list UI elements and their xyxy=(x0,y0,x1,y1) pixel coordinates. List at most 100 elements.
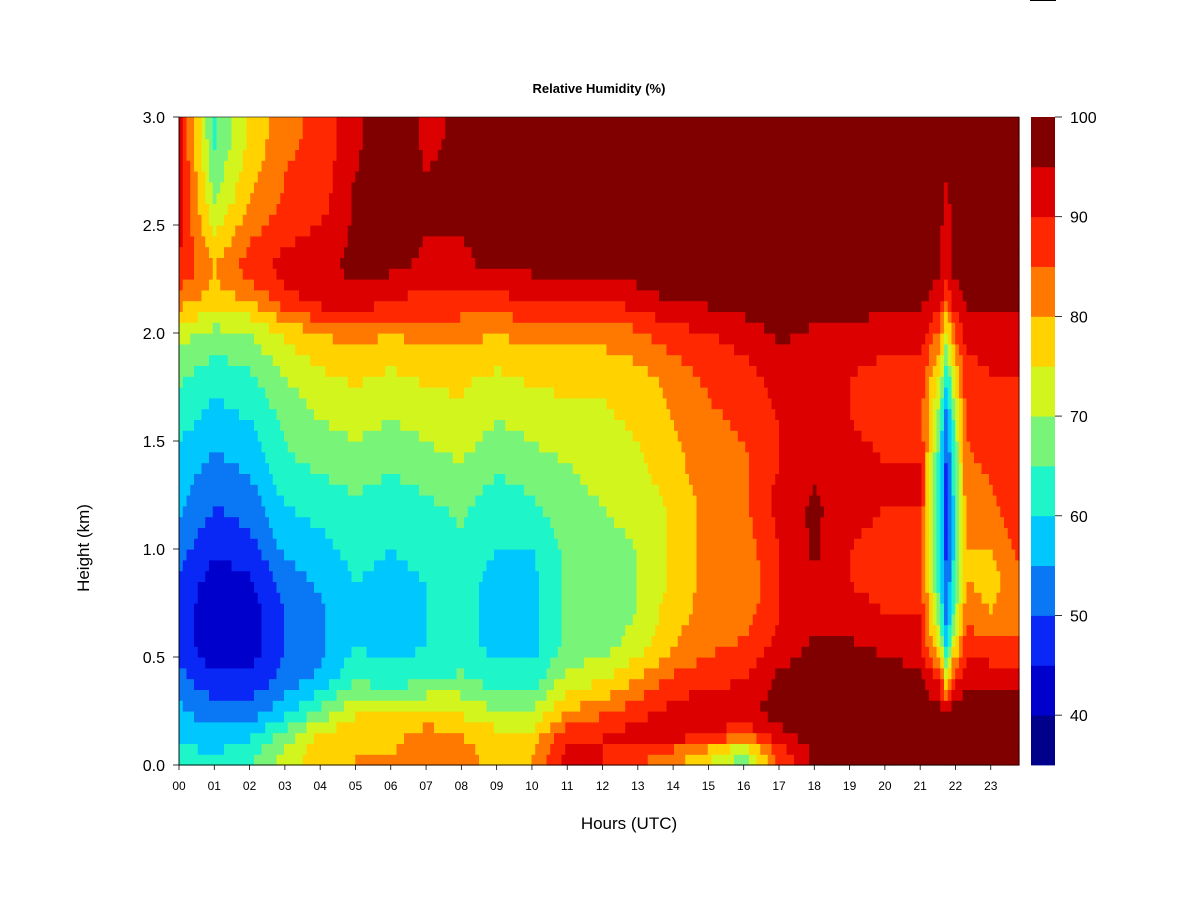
heatmap-cell xyxy=(190,397,195,410)
heatmap-cell xyxy=(392,603,398,615)
heatmap-cell xyxy=(400,603,405,615)
heatmap-cell xyxy=(437,365,443,377)
heatmap-cell xyxy=(254,516,259,528)
heatmap-cell xyxy=(284,441,289,453)
heatmap-cell xyxy=(179,473,184,485)
heatmap-cell xyxy=(426,397,431,410)
heatmap-cell xyxy=(186,268,191,280)
heatmap-cell xyxy=(227,462,233,474)
heatmap-cell xyxy=(482,495,488,507)
heatmap-cell xyxy=(302,397,308,410)
heatmap-cell xyxy=(254,549,259,561)
heatmap-cell xyxy=(400,354,405,366)
heatmap-cell xyxy=(265,613,270,626)
heatmap-cell xyxy=(460,322,465,334)
heatmap-cell xyxy=(272,117,278,129)
heatmap-cell xyxy=(434,646,439,658)
heatmap-cell xyxy=(419,592,424,604)
heatmap-cell xyxy=(257,721,263,734)
heatmap-cell xyxy=(231,613,236,626)
heatmap-cell xyxy=(452,559,458,572)
heatmap-cell xyxy=(374,732,379,744)
heatmap-cell xyxy=(370,343,375,356)
heatmap-cell xyxy=(272,214,278,226)
heatmap-cell xyxy=(479,138,484,150)
heatmap-cell xyxy=(407,117,413,129)
heatmap-cell xyxy=(385,624,390,636)
heatmap-cell xyxy=(400,700,405,712)
heatmap-cell xyxy=(434,549,439,561)
heatmap-cell xyxy=(407,214,413,226)
heatmap-cell xyxy=(325,549,330,561)
heatmap-cell xyxy=(452,235,458,248)
heatmap-cell xyxy=(467,333,473,345)
heatmap-cell xyxy=(351,192,356,204)
heatmap-cell xyxy=(216,495,221,507)
heatmap-cell xyxy=(182,549,188,561)
heatmap-cell xyxy=(310,214,315,226)
heatmap-cell xyxy=(370,214,375,226)
heatmap-cell xyxy=(441,613,446,626)
heatmap-cell xyxy=(374,462,379,474)
heatmap-cell xyxy=(242,376,248,388)
heatmap-cell xyxy=(182,203,188,215)
heatmap-cell xyxy=(362,613,368,626)
heatmap-cell xyxy=(366,700,371,712)
heatmap-cell xyxy=(422,387,428,399)
heatmap-cell xyxy=(404,408,409,420)
heatmap-cell xyxy=(261,419,266,431)
heatmap-cell xyxy=(479,408,484,420)
heatmap-cell xyxy=(212,257,218,269)
heatmap-cell xyxy=(239,408,244,420)
heatmap-cell xyxy=(374,181,379,194)
heatmap-cell xyxy=(415,279,420,291)
heatmap-cell xyxy=(456,181,461,194)
heatmap-cell xyxy=(276,354,281,366)
heatmap-cell xyxy=(441,160,446,172)
heatmap-cell xyxy=(400,721,405,734)
heatmap-cell xyxy=(182,667,188,680)
heatmap-cell xyxy=(355,408,360,420)
heatmap-cell xyxy=(242,484,248,496)
heatmap-cell xyxy=(182,343,188,356)
heatmap-cell xyxy=(276,214,281,226)
heatmap-cell xyxy=(317,495,323,507)
heatmap-cell xyxy=(299,311,304,323)
heatmap-cell xyxy=(276,117,281,129)
heatmap-cell xyxy=(359,343,364,356)
heatmap-cell xyxy=(201,613,206,626)
heatmap-cell xyxy=(486,451,491,464)
heatmap-cell xyxy=(355,549,360,561)
heatmap-cell xyxy=(340,624,345,636)
heatmap-cell xyxy=(362,495,368,507)
heatmap-cell xyxy=(239,646,244,658)
heatmap-cell xyxy=(261,451,266,464)
heatmap-cell xyxy=(235,246,240,258)
heatmap-cell xyxy=(460,225,465,237)
heatmap-cell xyxy=(197,257,203,269)
heatmap-cell xyxy=(400,451,405,464)
heatmap-cell xyxy=(257,441,263,453)
heatmap-cell xyxy=(456,646,461,658)
heatmap-cell xyxy=(452,624,458,636)
heatmap-cell xyxy=(482,592,488,604)
heatmap-cell xyxy=(452,743,458,755)
heatmap-cell xyxy=(340,203,345,215)
heatmap-cell xyxy=(182,635,188,647)
heatmap-cell xyxy=(227,203,233,215)
heatmap-cell xyxy=(224,559,229,572)
heatmap-cell xyxy=(287,603,293,615)
heatmap-cell xyxy=(479,441,484,453)
heatmap-cell xyxy=(445,646,450,658)
heatmap-cell xyxy=(306,203,311,215)
heatmap-cell xyxy=(179,365,184,377)
heatmap-cell xyxy=(227,333,233,345)
heatmap-cell xyxy=(314,700,319,712)
heatmap-cell xyxy=(246,678,251,690)
heatmap-cell xyxy=(227,711,233,723)
heatmap-cell xyxy=(299,408,304,420)
heatmap-cell xyxy=(389,549,394,561)
heatmap-cell xyxy=(389,419,394,431)
heatmap-cell xyxy=(321,311,326,323)
heatmap-cell xyxy=(317,451,323,464)
